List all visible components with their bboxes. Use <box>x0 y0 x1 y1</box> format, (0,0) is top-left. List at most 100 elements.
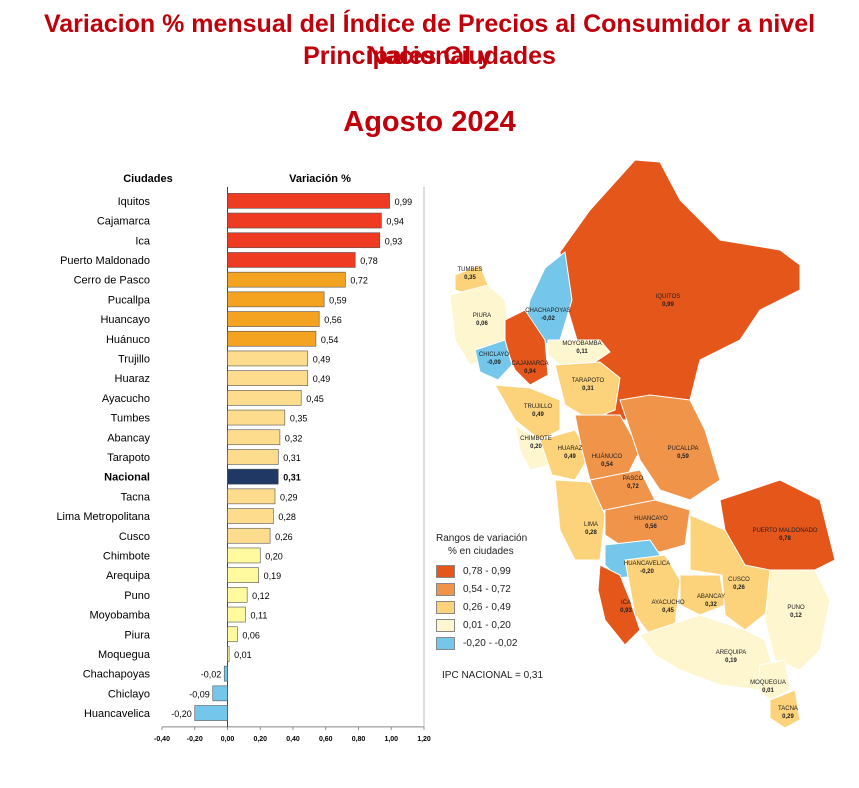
data-label: -0,02 <box>201 670 222 680</box>
legend-range: 0,54 - 0,72 <box>463 583 511 595</box>
map-city-label: TRUJILLO <box>524 404 553 410</box>
x-tick-label: -0,20 <box>187 736 203 743</box>
x-tick-label: 1,20 <box>417 736 431 743</box>
data-label: 0,01 <box>234 650 252 660</box>
x-tick-label: 0,00 <box>221 736 235 743</box>
map-city-value: 0,32 <box>705 602 717 608</box>
map-city-label: IQUITOS <box>656 294 681 300</box>
bar <box>227 212 382 229</box>
region-trujillo <box>494 384 561 441</box>
x-tick-label: 0,60 <box>319 736 333 743</box>
map-city-value: 0,35 <box>464 275 476 281</box>
category-label: Piura <box>124 629 151 641</box>
map-city-label: HUANCAYO <box>634 516 668 522</box>
bar <box>227 508 274 524</box>
map-city-value: -0,20 <box>640 569 654 575</box>
legend-range: 0,26 - 0,49 <box>463 601 511 613</box>
region-lima <box>554 479 606 561</box>
legend-row: 0,01 - 0,20 <box>436 616 527 634</box>
data-label: -0,20 <box>171 709 192 719</box>
bar <box>227 547 261 564</box>
category-label: Cusco <box>119 531 150 543</box>
x-tick-label: 0,80 <box>352 736 366 743</box>
map-city-label: CUSCO <box>728 577 750 583</box>
category-label: Moyobamba <box>89 610 150 622</box>
map-city-value: 0,99 <box>662 302 674 308</box>
data-label: 0,99 <box>395 197 413 207</box>
bar <box>227 193 390 209</box>
data-label: 0,78 <box>360 256 378 266</box>
data-label: 0,93 <box>385 236 403 246</box>
bar <box>227 350 309 367</box>
bar <box>227 390 302 406</box>
map-city-label: PUCALLPA <box>668 446 699 452</box>
bar <box>227 370 309 386</box>
map-city-value: 0,26 <box>733 585 745 591</box>
map-city-value: 0,20 <box>530 444 542 450</box>
map-city-value: 0,94 <box>524 369 536 375</box>
bar-chart: Ciudades Variación % -0,40 -0,20 0,00 0,20 0,4… <box>56 173 431 743</box>
data-label: 0,28 <box>278 512 296 522</box>
category-header: Ciudades <box>123 173 173 185</box>
map-city-value: 0,45 <box>662 608 674 614</box>
bar <box>227 271 346 288</box>
map-city-value: 0,93 <box>620 608 632 614</box>
region-puno <box>764 569 831 671</box>
map-city-value: 0,01 <box>762 688 774 694</box>
map-city-label: PIURA <box>473 313 491 319</box>
data-label: 0,19 <box>264 571 282 581</box>
ipc-nacional-label: IPC NACIONAL = 0,31 <box>442 670 544 681</box>
x-tick-label: 1,00 <box>384 736 398 743</box>
legend-swatch <box>436 564 455 578</box>
map-city-value: 0,49 <box>564 454 576 460</box>
category-label: Ayacucho <box>102 393 150 405</box>
category-label: Pucallpa <box>108 294 151 306</box>
chart-title-line1: Variacion % mensual del Índice de Precio… <box>43 10 816 70</box>
category-label: Chimbote <box>103 550 150 562</box>
category-label: Tacna <box>121 491 151 503</box>
bar <box>227 429 281 446</box>
data-label: 0,56 <box>324 315 342 325</box>
x-tick-label: 0,20 <box>253 736 267 743</box>
region-pucallpa <box>619 394 721 501</box>
category-label: Puno <box>124 590 150 602</box>
data-label: 0,45 <box>306 394 324 404</box>
map-city-value: 0,72 <box>627 484 639 490</box>
data-label: 0,11 <box>251 611 268 621</box>
bar <box>223 665 228 682</box>
legend-swatch <box>436 618 455 632</box>
legend-range: 0,01 - 0,20 <box>463 619 511 631</box>
legend-row: 0,26 - 0,49 <box>436 598 527 616</box>
map-city-label: HUÁNUCO <box>592 453 623 460</box>
category-label: Lima Metropolitana <box>56 511 150 523</box>
category-label: Ica <box>135 235 151 247</box>
map-city-label: LIMA <box>584 522 598 528</box>
data-label: 0,20 <box>265 551 283 561</box>
bar <box>227 488 276 505</box>
bar <box>227 291 325 308</box>
map-city-value: 0,78 <box>779 536 791 542</box>
category-label: Trujillo <box>118 353 150 365</box>
data-label: 0,94 <box>386 217 404 227</box>
map-city-label: CHICLAYO <box>479 352 510 358</box>
data-label: 0,31 <box>283 453 301 463</box>
map-city-value: 0,19 <box>725 658 737 664</box>
region-moquegua <box>757 659 791 701</box>
legend-title-line1: Rangos de variación <box>436 533 528 544</box>
map-city-value: 0,59 <box>677 454 689 460</box>
region-huaraz <box>539 429 591 481</box>
chart-title-line2: Principales Ciudades <box>303 42 556 70</box>
region-chimbote <box>514 423 551 471</box>
legend-range: 0,78 - 0,99 <box>463 565 511 577</box>
data-label: 0,72 <box>350 276 368 286</box>
bar <box>227 626 238 643</box>
category-label: Huancayo <box>100 314 150 326</box>
bar <box>227 646 230 662</box>
map-city-value: 0,06 <box>476 321 488 327</box>
bar <box>227 449 279 465</box>
map-city-label: TACNA <box>778 706 798 712</box>
bar <box>227 330 317 347</box>
category-label: Moquegua <box>98 649 151 661</box>
map-city-label: PUERTO MALDONADO <box>752 528 817 534</box>
map-city-label: CHACHAPOYAS <box>525 308 571 314</box>
